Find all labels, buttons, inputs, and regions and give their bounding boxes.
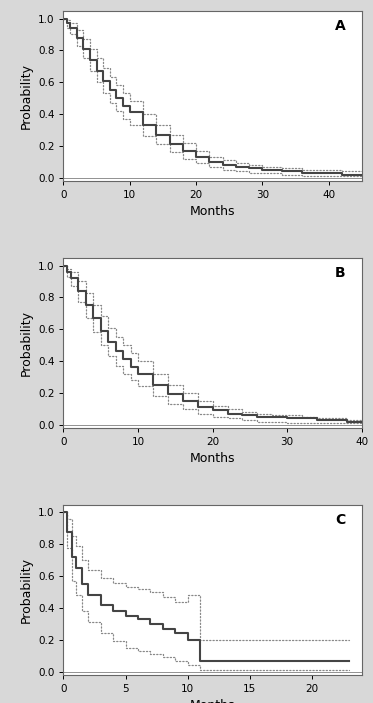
X-axis label: Months: Months xyxy=(190,453,235,465)
Text: C: C xyxy=(335,513,345,527)
Y-axis label: Probability: Probability xyxy=(19,557,32,623)
Text: A: A xyxy=(335,19,346,33)
X-axis label: Months: Months xyxy=(190,205,235,219)
X-axis label: Months: Months xyxy=(190,699,235,703)
Y-axis label: Probability: Probability xyxy=(19,310,32,375)
Y-axis label: Probability: Probability xyxy=(19,63,32,129)
Text: B: B xyxy=(335,266,345,280)
